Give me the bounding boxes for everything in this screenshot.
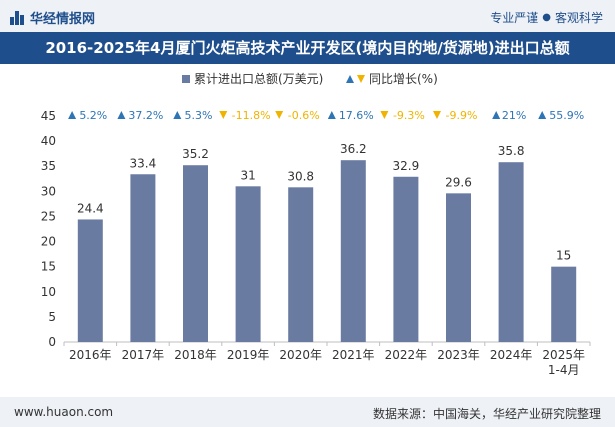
growth-label: -11.8%: [232, 109, 271, 122]
bar-chart: 累计进出口总额(万美元) 同比增长(%) 0 5 10 15 20 25 30 35 40 45 24.…: [41, 72, 591, 377]
x-tick-label: 2021年: [332, 348, 375, 362]
y-tick-label: 45: [41, 109, 56, 123]
bar-value-label: 32.9: [393, 159, 420, 173]
x-tick-label: 2018年: [174, 348, 217, 362]
header-tags: 专业严谨 ● 客观科学: [490, 9, 603, 26]
chart-title: 2016-2025年4月厦门火炬高技术产业开发区(境内目的地/货源地)进出口总额: [0, 32, 615, 64]
growth-down-triangle-icon: [275, 111, 284, 119]
growth-down-triangle-icon: [380, 111, 389, 119]
footer: www.huaon.com 数据来源：中国海关，华经产业研究院整理: [0, 397, 615, 427]
bar: [340, 160, 366, 342]
x-tick-label: 2017年: [122, 348, 165, 362]
bar: [446, 193, 471, 342]
growth-label: -9.9%: [446, 109, 478, 122]
bar-value-label: 33.4: [130, 156, 157, 170]
y-tick-label: 40: [41, 134, 56, 148]
bar: [393, 176, 419, 342]
growth-label: 55.9%: [549, 109, 584, 122]
growth-up-triangle-icon: [492, 111, 501, 119]
bar-value-label: 35.2: [182, 147, 209, 161]
bar: [235, 186, 261, 342]
footer-url: www.huaon.com: [14, 405, 114, 419]
growth-down-triangle-icon: [433, 111, 441, 119]
x-tick-label: 2022年: [385, 348, 428, 362]
bar-chart-icon: [10, 10, 24, 25]
x-tick-label: 2020年: [279, 348, 322, 362]
y-tick-label: 20: [41, 235, 56, 249]
dot-separator-icon: ●: [542, 12, 551, 23]
bar-value-label: 35.8: [498, 144, 525, 158]
legend-bar-swatch: [182, 75, 190, 83]
legend-down-triangle-icon: [357, 75, 365, 83]
growth-label: 17.6%: [339, 109, 374, 122]
x-tick-label: 2024年: [490, 348, 533, 362]
growth-up-triangle-icon: [117, 111, 126, 119]
y-tick-label: 15: [41, 260, 56, 274]
bar: [551, 266, 577, 342]
legend-growth-label: 同比增长(%): [369, 72, 438, 86]
bar-value-label: 29.6: [445, 175, 472, 189]
x-tick-label: 1-4月: [548, 363, 580, 377]
y-tick-label: 0: [48, 335, 56, 349]
growth-up-triangle-icon: [327, 111, 336, 119]
brand-logo: 华经情报网: [10, 8, 95, 27]
y-tick-label: 10: [41, 285, 56, 299]
x-tick-label: 2023年: [437, 348, 480, 362]
tag-objective: 客观科学: [554, 11, 603, 25]
top-bar: 华经情报网 专业严谨 ● 客观科学: [0, 0, 615, 32]
growth-up-triangle-icon: [68, 111, 77, 119]
legend-bar-label: 累计进出口总额(万美元): [194, 72, 323, 86]
bar-value-label: 15: [556, 249, 571, 263]
growth-down-triangle-icon: [219, 111, 228, 119]
bar: [288, 187, 314, 342]
x-tick-label: 2019年: [227, 348, 270, 362]
bar: [498, 162, 524, 342]
growth-label: -0.6%: [288, 109, 320, 122]
y-tick-label: 25: [41, 209, 56, 223]
growth-label: -9.3%: [393, 109, 425, 122]
bar-value-label: 24.4: [77, 201, 104, 215]
bar: [130, 174, 156, 342]
y-tick-label: 5: [48, 310, 56, 324]
growth-label: 5.3%: [185, 109, 213, 122]
y-tick-label: 30: [41, 184, 56, 198]
brand-name: 华经情报网: [30, 12, 96, 27]
footer-source: 数据来源：中国海关，华经产业研究院整理: [372, 407, 601, 421]
growth-label: 37.2%: [128, 109, 163, 122]
x-tick-label: 2025年: [542, 348, 585, 362]
legend-up-triangle-icon: [346, 75, 354, 83]
bar-value-label: 30.8: [287, 169, 314, 183]
growth-label: 21%: [502, 109, 526, 122]
bar: [77, 219, 103, 342]
bar-value-label: 31: [240, 168, 255, 182]
x-tick-label: 2016年: [69, 348, 112, 362]
bar-value-label: 36.2: [340, 142, 367, 156]
growth-up-triangle-icon: [538, 111, 547, 119]
bar: [183, 165, 208, 342]
growth-up-triangle-icon: [173, 111, 182, 119]
y-tick-label: 35: [41, 159, 56, 173]
tag-professional: 专业严谨: [490, 11, 539, 25]
growth-label: 5.2%: [79, 109, 107, 122]
